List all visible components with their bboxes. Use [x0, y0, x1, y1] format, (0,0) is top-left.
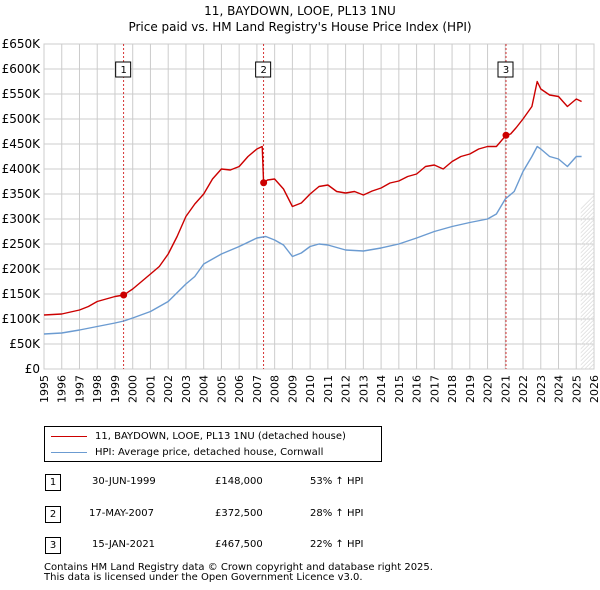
legend-swatch-property — [51, 435, 87, 437]
x-tick-label: 2016 — [411, 375, 424, 403]
chart-title-line2: Price paid vs. HM Land Registry's House … — [128, 20, 472, 34]
sale-number-label: 3 — [503, 65, 509, 76]
sale-number-box — [497, 61, 514, 78]
x-tick-label: 2007 — [251, 375, 264, 403]
transaction-number-badge: 1 — [45, 474, 61, 491]
x-tick-label: 2004 — [198, 375, 211, 403]
legend-label-hpi: HPI: Average price, detached house, Corn… — [95, 446, 324, 458]
x-tick-label: 2023 — [535, 375, 548, 403]
hatch-line — [580, 195, 594, 210]
x-tick-label: 2013 — [357, 375, 370, 403]
legend-label-property: 11, BAYDOWN, LOOE, PL13 1NU (detached ho… — [95, 430, 346, 442]
sale-point — [502, 131, 510, 139]
table-row: 2 17-MAY-2007 £372,500 28% ↑ HPI — [0, 506, 600, 524]
x-tick-label: 2019 — [464, 375, 477, 403]
y-tick-label: £350K — [2, 187, 42, 201]
hatch-line — [580, 199, 594, 214]
x-tick-label: 2002 — [162, 375, 175, 403]
transaction-date: 30-JUN-1999 — [92, 476, 156, 487]
legend-item-hpi: HPI: Average price, detached house, Corn… — [51, 445, 323, 459]
x-tick-label: 1995 — [38, 375, 51, 403]
x-tick-label: 2017 — [428, 375, 441, 403]
sale-number-box — [255, 61, 272, 78]
hatch-line — [580, 303, 594, 318]
x-tick-label: 2025 — [570, 375, 583, 403]
table-row: 1 30-JUN-1999 £148,000 53% ↑ HPI — [0, 474, 600, 492]
x-tick-label: 2024 — [553, 375, 566, 403]
footer-copyright: Contains HM Land Registry data © Crown c… — [44, 562, 433, 573]
x-axis: 1995 1996 1997 1998 1999 2000 2001 2002 2003 2004… — [38, 375, 600, 403]
transaction-hpi: 53% ↑ HPI — [310, 476, 364, 487]
legend-swatch-hpi — [51, 451, 87, 453]
transaction-price: £467,500 — [215, 539, 263, 550]
y-tick-label: £650K — [2, 37, 42, 51]
chart-grid — [43, 43, 595, 370]
sale-number-label: 1 — [120, 65, 126, 76]
transaction-price: £148,000 — [215, 476, 263, 487]
transaction-hpi: 22% ↑ HPI — [310, 539, 364, 550]
sale-number-label: 2 — [260, 65, 266, 76]
transaction-price: £372,500 — [215, 508, 263, 519]
hatch-line — [580, 203, 594, 218]
x-tick-label: 2000 — [127, 375, 140, 403]
y-tick-label: £300K — [2, 212, 42, 226]
series-line-hpi — [43, 145, 582, 335]
transaction-hpi: 28% ↑ HPI — [310, 508, 364, 519]
y-axis: £0 £50K £100K £150K £200K £250K £300K £350K £400… — [2, 37, 42, 376]
x-tick-label: 2008 — [269, 375, 282, 403]
chart-legend: 11, BAYDOWN, LOOE, PL13 1NU (detached ho… — [44, 426, 382, 462]
hatch-line — [580, 311, 594, 326]
y-tick-label: £550K — [2, 87, 42, 101]
transaction-date: 15-JAN-2021 — [92, 539, 156, 550]
y-tick-label: £600K — [2, 62, 42, 76]
y-tick-label: £0 — [25, 362, 40, 376]
legend-item-property: 11, BAYDOWN, LOOE, PL13 1NU (detached ho… — [51, 429, 346, 443]
x-tick-label: 2012 — [340, 375, 353, 403]
y-tick-label: £50K — [9, 337, 41, 351]
table-row: 3 15-JAN-2021 £467,500 22% ↑ HPI — [0, 537, 600, 555]
y-tick-label: £400K — [2, 162, 42, 176]
hatch-line — [580, 307, 594, 322]
x-tick-label: 2021 — [499, 375, 512, 403]
transaction-number-badge: 2 — [45, 506, 61, 523]
x-tick-label: 1996 — [56, 375, 69, 403]
y-tick-label: £150K — [2, 287, 42, 301]
price-chart: 1 2 3 £0 £50K £100K £150K £200K £250K £300K £350K… — [2, 37, 600, 403]
x-tick-label: 2003 — [180, 375, 193, 403]
x-tick-label: 2022 — [517, 375, 530, 403]
y-tick-label: £450K — [2, 137, 42, 151]
chart-title-line1: 11, BAYDOWN, LOOE, PL13 1NU — [204, 4, 396, 18]
x-tick-label: 2020 — [482, 375, 495, 403]
x-tick-label: 2005 — [215, 375, 228, 403]
sale-point — [260, 179, 268, 187]
sale-number-box — [115, 61, 132, 78]
y-tick-label: £500K — [2, 112, 42, 126]
y-tick-label: £250K — [2, 237, 42, 251]
x-tick-label: 1998 — [91, 375, 104, 403]
x-tick-label: 2001 — [144, 375, 157, 403]
x-tick-label: 2026 — [588, 375, 600, 403]
x-tick-label: 2006 — [233, 375, 246, 403]
footer-license: This data is licensed under the Open Gov… — [44, 572, 363, 583]
x-tick-label: 2014 — [375, 375, 388, 403]
x-tick-label: 2018 — [446, 375, 459, 403]
x-tick-label: 1997 — [73, 375, 86, 403]
forecast-hatch — [580, 195, 594, 369]
sale-markers: 1 2 3 — [115, 44, 514, 369]
x-tick-label: 2015 — [393, 375, 406, 403]
chart-series — [43, 80, 582, 335]
transaction-number-badge: 3 — [45, 537, 61, 554]
x-tick-label: 2010 — [304, 375, 317, 403]
sale-point — [120, 291, 128, 299]
y-tick-label: £100K — [2, 312, 42, 326]
x-tick-label: 1999 — [109, 375, 122, 403]
x-tick-label: 2011 — [322, 375, 335, 403]
x-tick-label: 2009 — [286, 375, 299, 403]
y-tick-label: £200K — [2, 262, 42, 276]
transaction-date: 17-MAY-2007 — [89, 508, 155, 519]
